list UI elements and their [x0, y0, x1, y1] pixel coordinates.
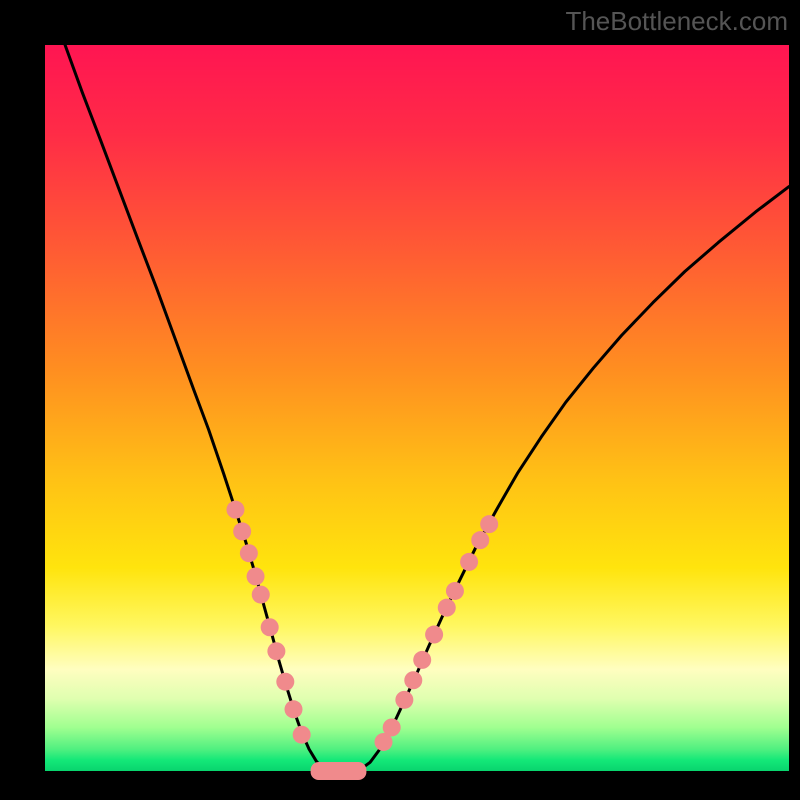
data-point: [247, 567, 265, 585]
data-point: [233, 522, 251, 540]
data-point: [446, 582, 464, 600]
data-point: [261, 618, 279, 636]
data-point: [404, 671, 422, 689]
data-point: [267, 642, 285, 660]
data-point: [471, 531, 489, 549]
data-point: [480, 515, 498, 533]
data-point: [425, 626, 443, 644]
data-point: [395, 691, 413, 709]
data-point: [293, 726, 311, 744]
data-point: [438, 599, 456, 617]
data-point: [240, 544, 258, 562]
data-point: [226, 501, 244, 519]
watermark-text: TheBottleneck.com: [565, 6, 788, 36]
chart-svg: TheBottleneck.com: [0, 0, 800, 800]
data-point: [383, 718, 401, 736]
data-point: [460, 553, 478, 571]
bottleneck-chart: TheBottleneck.com: [0, 0, 800, 800]
data-point: [413, 651, 431, 669]
data-point: [252, 586, 270, 604]
data-point: [285, 700, 303, 718]
data-point: [276, 673, 294, 691]
valley-pill: [311, 762, 367, 780]
